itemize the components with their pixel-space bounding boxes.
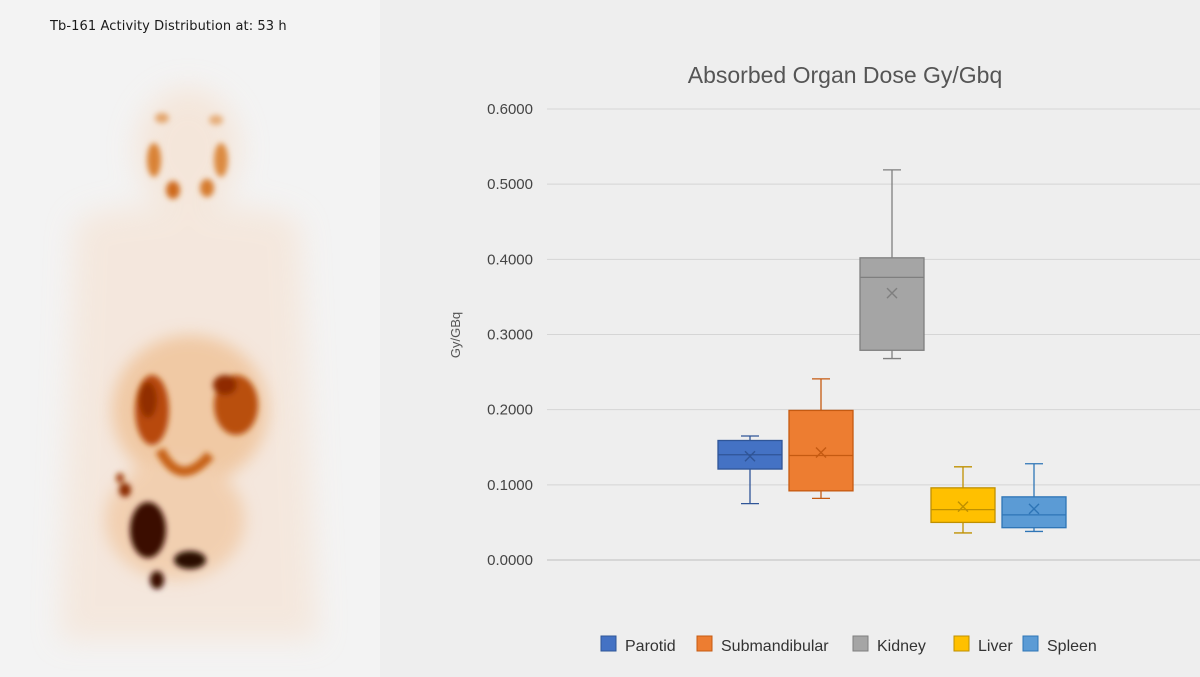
legend-swatch: [852, 635, 869, 652]
legend-item-liver: Liver: [953, 635, 1013, 655]
legend-label: Spleen: [1047, 638, 1097, 655]
mean-marker: [957, 501, 969, 513]
y-tick-label: 0.2000: [487, 402, 533, 419]
scan-panel: Tb-161 Activity Distribution at: 53 h: [0, 0, 380, 677]
legend-item-submandibular: Submandibular: [696, 635, 829, 655]
box-spleen: [1001, 463, 1067, 533]
mean-marker: [744, 450, 756, 462]
scan-title: Tb-161 Activity Distribution at: 53 h: [50, 19, 287, 34]
y-tick-label: 0.3000: [487, 327, 533, 344]
legend-label: Liver: [978, 638, 1013, 655]
legend-item-kidney: Kidney: [852, 635, 926, 655]
legend-label: Kidney: [877, 638, 926, 655]
box-liver: [930, 466, 996, 534]
iqr-box: [859, 257, 925, 351]
box-submandibular: [788, 378, 854, 500]
iqr-box: [930, 487, 996, 524]
whole-body-scan-image: [60, 88, 318, 640]
legend-swatch: [696, 635, 713, 652]
iqr-box: [1001, 496, 1067, 529]
mean-marker: [1028, 503, 1040, 515]
y-tick-label: 0.6000: [487, 101, 533, 118]
iqr-box: [788, 409, 854, 492]
legend-label: Submandibular: [721, 638, 829, 655]
legend-swatch: [953, 635, 970, 652]
box-series: [717, 169, 1067, 534]
mean-marker: [886, 287, 898, 299]
box-parotid: [717, 435, 783, 505]
legend: Parotid Submandibular Kidney Liver Spleen: [600, 635, 1097, 655]
box-kidney: [859, 169, 925, 360]
legend-label: Parotid: [625, 638, 676, 655]
y-tick-label: 0.4000: [487, 251, 533, 268]
legend-swatch: [600, 635, 617, 652]
legend-item-parotid: Parotid: [600, 635, 676, 655]
legend-swatch: [1022, 635, 1039, 652]
y-tick-label: 0.0000: [487, 552, 533, 569]
y-axis-ticks: 0.0000 0.1000 0.2000 0.3000 0.4000 0.5000 0.60…: [487, 101, 533, 569]
mean-marker: [815, 447, 827, 459]
chart-title: Absorbed Organ Dose Gy/Gbq: [688, 62, 1003, 88]
y-axis-label: Gy/GBq: [448, 312, 463, 358]
y-tick-label: 0.5000: [487, 176, 533, 193]
y-tick-label: 0.1000: [487, 477, 533, 494]
box-plot-chart: Absorbed Organ Dose Gy/Gbq Gy/GBq 0.0000…: [448, 62, 1200, 655]
legend-item-spleen: Spleen: [1022, 635, 1097, 655]
